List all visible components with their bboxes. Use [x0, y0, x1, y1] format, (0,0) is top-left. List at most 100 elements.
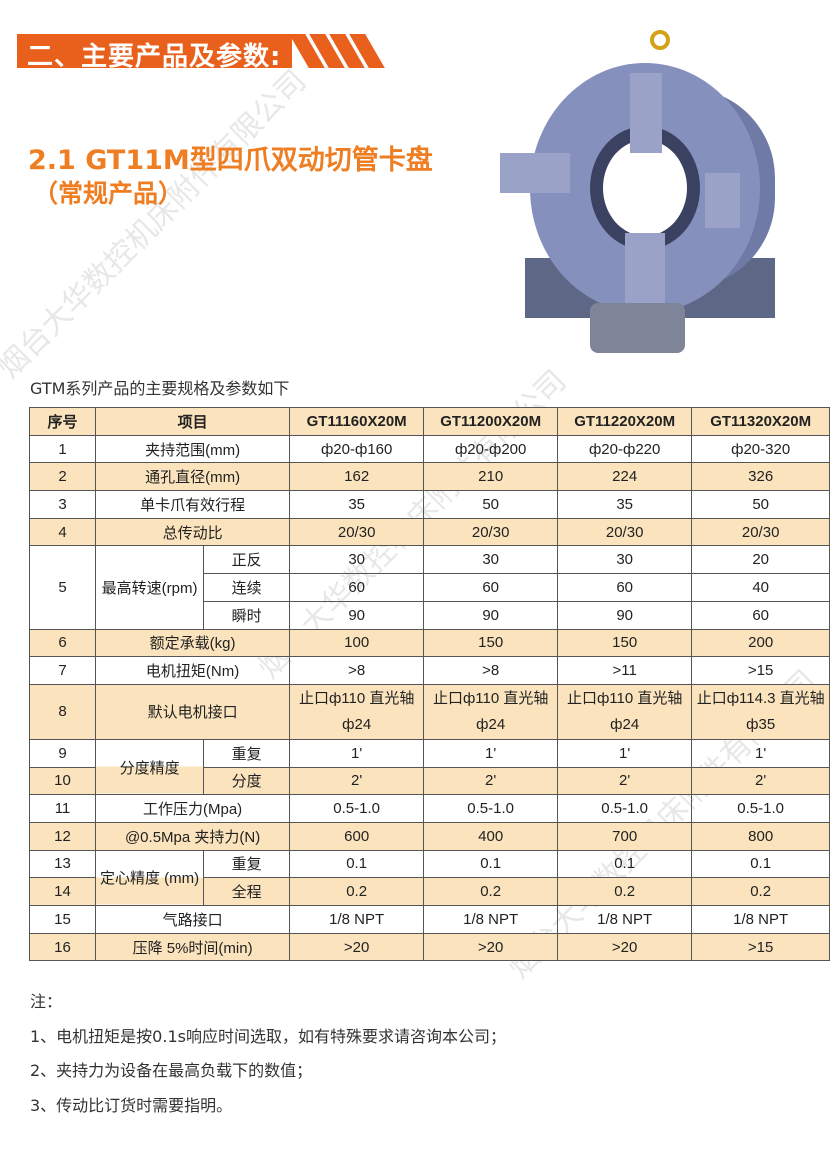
row-item: 通孔直径(mm): [94, 462, 291, 492]
row-item: 定心精度 (mm): [94, 849, 205, 907]
table-cell: 1/8 NPT: [557, 905, 693, 934]
table-row: 9 分度精度 重复 1' 1' 1' 1': [29, 738, 831, 796]
table-cell: 90: [423, 600, 559, 630]
table-cell: >8: [289, 656, 425, 685]
row-item: 默认电机接口: [94, 683, 291, 740]
table-cell: ф20-ф200: [423, 434, 559, 464]
table-cell: 210: [423, 462, 559, 492]
row-number: 6: [29, 628, 96, 658]
table-cell: 1': [691, 738, 831, 768]
table-cell: ф20-320: [691, 434, 831, 464]
row-item: 分度精度: [94, 738, 205, 796]
table-cell: 600: [289, 821, 425, 851]
row-item: 最高转速(rpm): [94, 545, 205, 630]
note-item: 1、电机扭矩是按0.1s响应时间选取，如有特殊要求请咨询本公司；: [30, 1026, 506, 1046]
table-cell: 止口ф110 直光轴ф24: [289, 683, 425, 740]
table-cell: 35: [557, 490, 693, 519]
note-item: 2、夹持力为设备在最高负载下的数值；: [30, 1061, 313, 1080]
table-row: 4 总传动比 20/30 20/30 20/30 20/30: [29, 517, 831, 547]
table-cell: 0.5-1.0: [423, 794, 559, 823]
row-number: 7: [29, 656, 96, 685]
table-row: 3 单卡爪有效行程 35 50 35 50: [29, 490, 831, 519]
table-cell: 60: [289, 573, 425, 602]
row-item: 额定承载(kg): [94, 628, 291, 658]
table-row: 8 默认电机接口 止口ф110 直光轴ф24 止口ф110 直光轴ф24 止口ф110 …: [29, 683, 831, 740]
product-title: 2.1 GT11M型四爪双动切管卡盘: [28, 145, 433, 176]
table-row: 10 分度 2' 2' 2' 2': [29, 766, 831, 796]
product-subtitle: （常规产品）: [33, 179, 184, 208]
table-cell: 0.2: [423, 877, 559, 906]
row-number: 15: [29, 905, 96, 934]
table-cell: 1/8 NPT: [289, 905, 425, 934]
table-cell: 100: [289, 628, 425, 658]
row-subitem: 连续: [203, 573, 291, 602]
row-number: 11: [29, 794, 96, 823]
table-cell: 20/30: [557, 517, 693, 547]
table-cell: >8: [423, 656, 559, 685]
table-row: 12 @0.5Mpa 夹持力(N) 600 400 700 800: [29, 821, 831, 851]
row-number: 8: [29, 683, 96, 740]
table-cell: 1': [289, 738, 425, 768]
row-number: 9: [29, 738, 96, 768]
table-cell: 90: [557, 600, 693, 630]
table-cell: 止口ф110 直光轴ф24: [423, 683, 559, 740]
row-item: 压降 5%时间(min): [94, 932, 291, 962]
row-number: 5: [29, 545, 96, 630]
table-cell: 35: [289, 490, 425, 519]
table-row: 6 额定承载(kg) 100 150 150 200: [29, 628, 831, 658]
table-header: 序号 项目 GT11160X20M GT11200X20M GT11220X20…: [29, 407, 831, 436]
table-cell: 224: [557, 462, 693, 492]
table-cell: 90: [289, 600, 425, 630]
row-number: 13: [29, 849, 96, 879]
table-cell: 0.5-1.0: [289, 794, 425, 823]
row-item: 电机扭矩(Nm): [94, 656, 291, 685]
table-row: 11 工作压力(Mpa) 0.5-1.0 0.5-1.0 0.5-1.0 0.5-1.0: [29, 794, 831, 823]
table-cell: 2': [557, 766, 693, 796]
row-number: 1: [29, 434, 96, 464]
table-row: 5 最高转速(rpm) 正反 30 30 30 20: [29, 545, 831, 630]
row-subitem: 瞬时: [203, 600, 291, 630]
row-number: 14: [29, 877, 96, 906]
section-banner: 二、主要产品及参数:: [17, 34, 385, 72]
table-cell: 2': [289, 766, 425, 796]
row-item: @0.5Mpa 夹持力(N): [94, 821, 291, 851]
table-cell: 40: [691, 573, 831, 602]
header-item: 项目: [94, 407, 291, 436]
table-cell: 20/30: [423, 517, 559, 547]
table-cell: 0.5-1.0: [557, 794, 693, 823]
table-cell: 1/8 NPT: [423, 905, 559, 934]
table-cell: 20/30: [289, 517, 425, 547]
notes-title: 注：: [30, 992, 63, 1011]
row-item: 气路接口: [94, 905, 291, 934]
table-cell: 60: [423, 573, 559, 602]
table-caption: GTM系列产品的主要规格及参数如下: [30, 379, 290, 398]
header-model: GT11200X20M: [423, 407, 559, 436]
table-cell: 0.1: [289, 849, 425, 879]
table-cell: >15: [691, 656, 831, 685]
row-item: 夹持范围(mm): [94, 434, 291, 464]
table-cell: 1': [423, 738, 559, 768]
row-subitem: 正反: [203, 545, 291, 575]
row-subitem: 全程: [203, 877, 291, 906]
table-cell: >11: [557, 656, 693, 685]
row-number: 12: [29, 821, 96, 851]
table-cell: 0.2: [557, 877, 693, 906]
table-cell: 0.2: [691, 877, 831, 906]
table-cell: 150: [557, 628, 693, 658]
row-number: 10: [29, 766, 96, 796]
table-cell: ф20-ф220: [557, 434, 693, 464]
row-number: 3: [29, 490, 96, 519]
table-cell: 50: [423, 490, 559, 519]
table-cell: 0.1: [691, 849, 831, 879]
table-cell: 400: [423, 821, 559, 851]
header-model: GT11320X20M: [691, 407, 831, 436]
table-cell: 30: [423, 545, 559, 575]
table-row: 1 夹持范围(mm) ф20-ф160 ф20-ф200 ф20-ф220 ф20-320: [29, 434, 831, 464]
table-cell: >20: [289, 932, 425, 962]
table-cell: 150: [423, 628, 559, 658]
note-item: 3、传动比订货时需要指明。: [30, 1095, 233, 1115]
row-subitem: 重复: [203, 738, 291, 768]
notes: 注： 1、电机扭矩是按0.1s响应时间选取，如有特殊要求请咨询本公司； 2、夹持…: [30, 985, 506, 1123]
table-cell: 0.5-1.0: [691, 794, 831, 823]
table-cell: 30: [557, 545, 693, 575]
